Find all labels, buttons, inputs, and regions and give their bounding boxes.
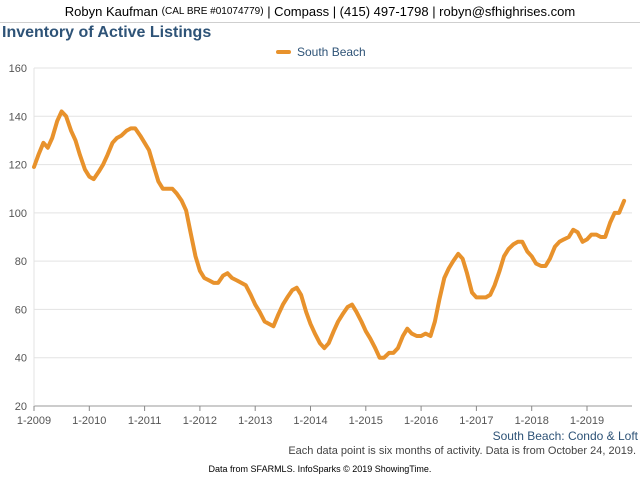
x-tick-label: 1-2013 bbox=[238, 415, 272, 427]
x-tick-label: 1-2009 bbox=[17, 415, 51, 427]
y-tick-label: 60 bbox=[15, 304, 27, 316]
x-tick-label: 1-2018 bbox=[515, 415, 549, 427]
agent-name: Robyn Kaufman bbox=[64, 3, 159, 19]
source-credit: Data from SFARMLS. InfoSparks © 2019 Sho… bbox=[208, 464, 432, 474]
chart-title: Inventory of Active Listings bbox=[2, 24, 212, 41]
y-tick-label: 20 bbox=[15, 401, 27, 413]
y-tick-label: 140 bbox=[9, 111, 27, 123]
agent-license: (CAL BRE #01074779) bbox=[161, 5, 264, 17]
x-tick-label: 1-2015 bbox=[349, 415, 383, 427]
y-tick-label: 100 bbox=[9, 208, 27, 220]
x-tick-label: 1-2011 bbox=[128, 415, 161, 427]
x-tick-label: 1-2014 bbox=[293, 415, 327, 427]
y-tick-label: 80 bbox=[15, 256, 27, 268]
x-tick-label: 1-2019 bbox=[570, 415, 604, 427]
x-tick-label: 1-2010 bbox=[72, 415, 106, 427]
legend-label: South Beach bbox=[297, 45, 366, 59]
y-tick-label: 40 bbox=[15, 353, 27, 365]
legend[interactable]: South Beach bbox=[276, 45, 366, 59]
series-line-south-beach bbox=[32, 109, 627, 360]
agent-contact: | Compass | (415) 497-1798 | robyn@sfhig… bbox=[267, 3, 576, 19]
x-tick-label: 1-2017 bbox=[459, 415, 493, 427]
y-tick-label: 160 bbox=[9, 63, 27, 75]
x-tick-label: 1-2012 bbox=[183, 415, 217, 427]
footnote: Each data point is six months of activit… bbox=[288, 445, 636, 457]
y-tick-label: 120 bbox=[9, 160, 27, 172]
x-tick-label: 1-2016 bbox=[404, 415, 438, 427]
legend-swatch bbox=[276, 50, 291, 54]
chart-subtitle: South Beach: Condo & Loft bbox=[492, 429, 638, 443]
agent-header: Robyn Kaufman (CAL BRE #01074779) | Comp… bbox=[0, 0, 640, 23]
